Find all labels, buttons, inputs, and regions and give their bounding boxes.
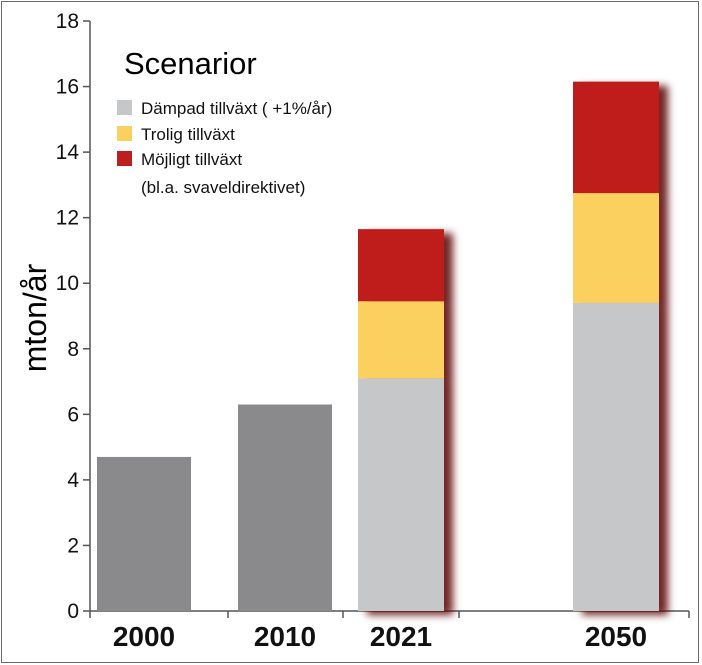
bar-segment-2-2050	[573, 193, 659, 303]
x-category-label: 2021	[370, 621, 432, 652]
legend-label: Trolig tillväxt	[141, 125, 235, 144]
bars	[97, 81, 659, 611]
bar-segment-2-2021	[358, 301, 444, 379]
y-tick-label: 16	[56, 76, 79, 99]
y-tick-label: 12	[56, 207, 79, 230]
bar-segment-1-2021	[358, 378, 444, 611]
bar-segment-3-2021	[358, 229, 444, 302]
y-tick-label: 6	[67, 403, 79, 426]
bar-segment-1-2050	[573, 302, 659, 611]
chart-title: Scenarior	[124, 46, 257, 81]
bar-historical-2000	[97, 456, 191, 611]
bar-historical-2010	[238, 404, 332, 611]
x-category-label: 2000	[113, 621, 175, 652]
legend-swatch	[117, 100, 132, 115]
legend: Dämpad tillväxt ( +1%/år) Trolig tillväxt…	[117, 99, 332, 197]
legend-swatch	[117, 126, 132, 141]
stack-2050	[573, 81, 659, 611]
x-category-label: 2050	[585, 621, 647, 652]
legend-label: Möjligt tillväxt	[141, 150, 242, 169]
legend-note: (bl.a. svaveldirektivet)	[141, 178, 305, 197]
bar-segment-3-2050	[573, 81, 659, 194]
y-tick-label: 14	[56, 141, 80, 164]
y-tick-label: 4	[67, 469, 79, 492]
y-tick-label: 18	[56, 10, 79, 33]
legend-label: Dämpad tillväxt ( +1%/år)	[141, 99, 332, 118]
y-tick-label: 10	[56, 272, 79, 295]
y-tick-label: 2	[67, 534, 79, 557]
x-category-label: 2010	[254, 621, 316, 652]
y-axis-label: mton/år	[17, 263, 53, 372]
stack-2021	[358, 229, 444, 611]
y-tick-label: 8	[67, 338, 79, 361]
legend-swatch	[117, 151, 132, 166]
y-tick-label: 0	[67, 600, 79, 623]
